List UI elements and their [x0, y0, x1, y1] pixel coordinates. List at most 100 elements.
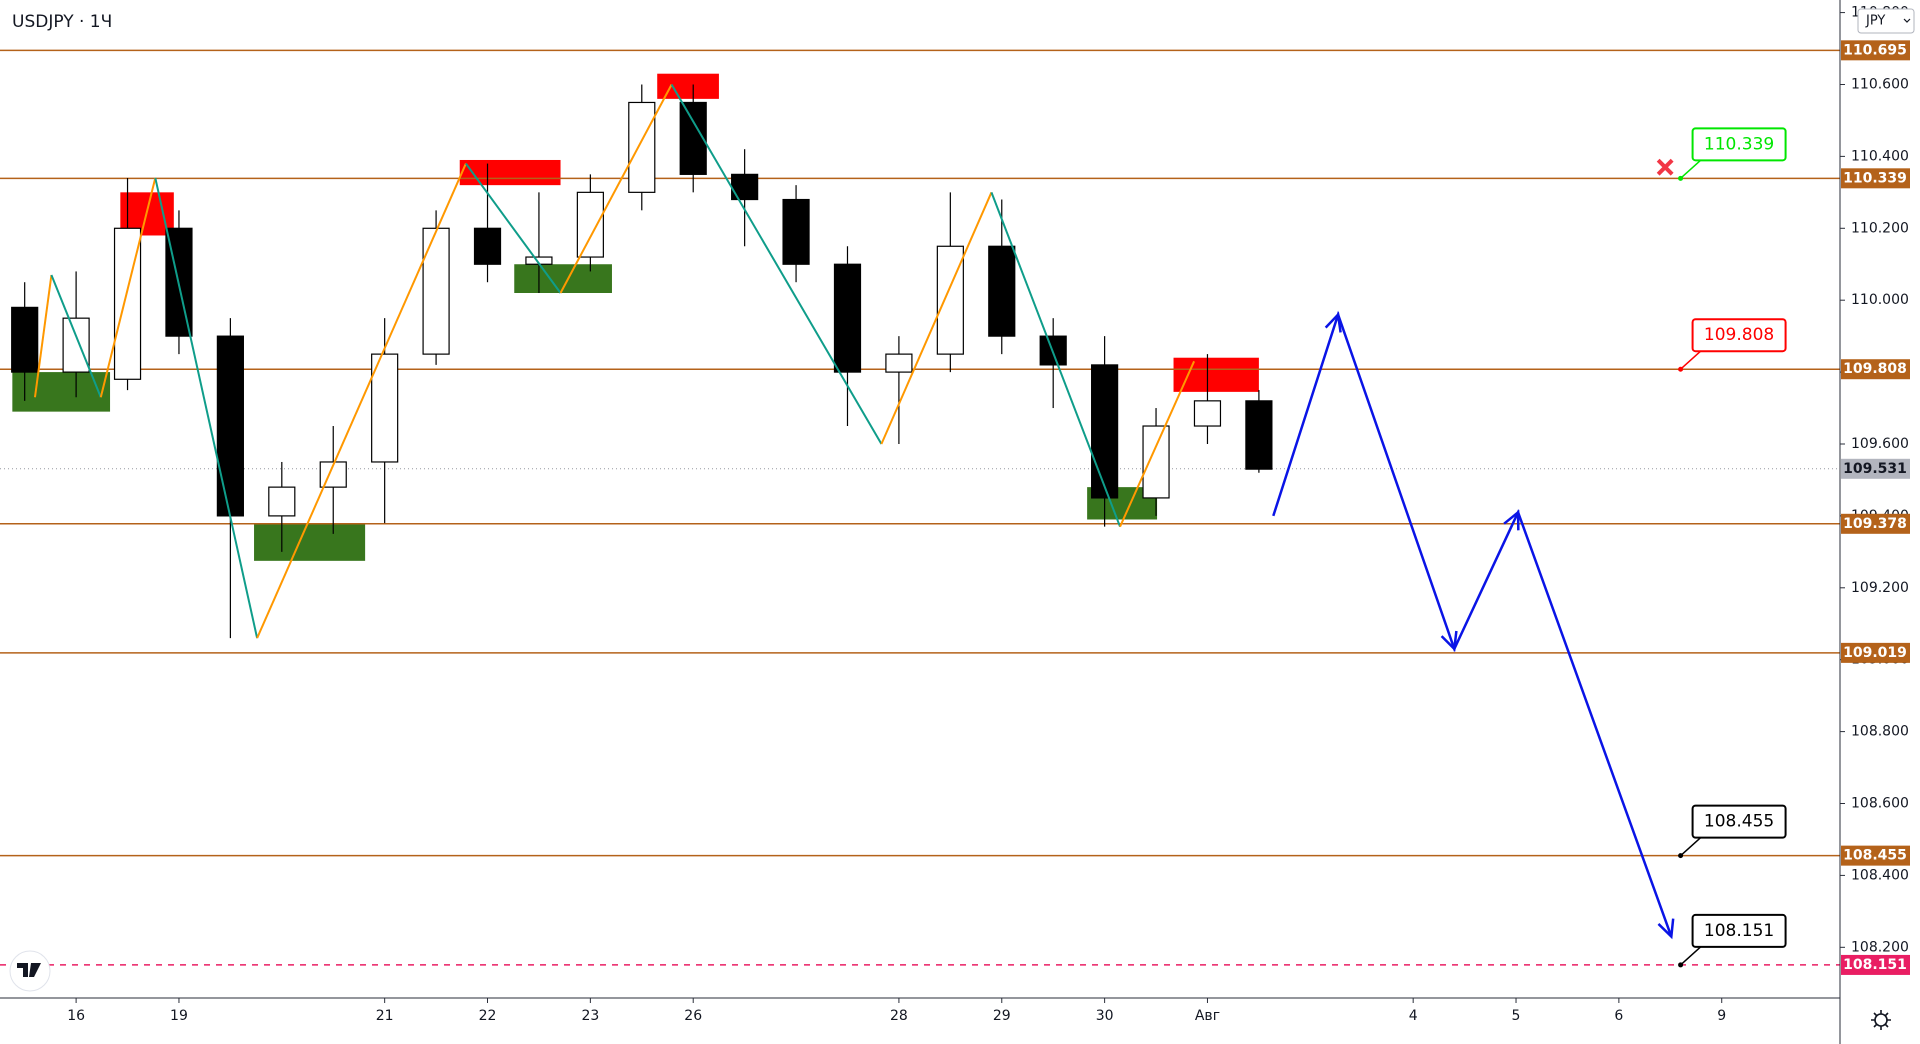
candle-body [1142, 425, 1170, 499]
y-tick-label: 108.600 [1851, 796, 1909, 812]
zigzag-segment [880, 191, 993, 445]
callout-label: 110.339 [1704, 134, 1774, 154]
callout-box [1691, 318, 1787, 353]
zigzag-segment [1119, 360, 1196, 528]
candle-body [473, 227, 502, 265]
chart-title: USDJPY · 1Ч [12, 12, 112, 32]
x-tick-label: 21 [376, 1008, 394, 1024]
tradingview-logo[interactable] [9, 950, 51, 992]
y-tick-label: 108.400 [1851, 867, 1909, 883]
zigzag-segment [154, 177, 259, 639]
zone [1173, 357, 1259, 392]
x-tick-label: 29 [993, 1008, 1011, 1024]
candle-body [628, 101, 656, 193]
currency-button[interactable] [1857, 8, 1915, 34]
x-tick-label: 26 [684, 1008, 702, 1024]
zone [459, 159, 561, 186]
level-label: 108.455 [1843, 848, 1907, 864]
candle-body [216, 335, 244, 517]
candle-body [936, 245, 964, 355]
level-label: 110.695 [1843, 42, 1907, 58]
projection-arrowhead [1657, 918, 1675, 940]
y-tick-label: 110.000 [1851, 292, 1909, 308]
x-tick-label: 19 [170, 1008, 188, 1024]
x-tick-label: 5 [1512, 1008, 1521, 1024]
candle-body [371, 353, 399, 463]
level-label-box [1841, 40, 1910, 61]
candle-body [988, 245, 1016, 337]
level-label: 110.339 [1843, 170, 1907, 186]
callout-pointer [1680, 837, 1702, 857]
zone [254, 523, 366, 561]
level-label-box [1841, 513, 1910, 534]
projection-arrowhead [1324, 311, 1342, 333]
x-tick-label: 9 [1717, 1008, 1726, 1024]
callout-point [1678, 853, 1684, 859]
projection-arrowhead [1503, 509, 1520, 531]
callout-pointer [1680, 159, 1702, 179]
level-label-box [1841, 954, 1910, 975]
candle-body [11, 306, 39, 373]
candle-body [1091, 364, 1119, 499]
callout-label: 108.455 [1704, 812, 1774, 832]
zone [657, 73, 719, 99]
y-tick-label: 110.200 [1851, 220, 1909, 236]
y-tick-label: 110.400 [1851, 148, 1909, 164]
x-tick-label: 22 [479, 1008, 497, 1024]
level-label-box [1841, 359, 1910, 380]
callout-box [1691, 127, 1787, 162]
y-tick-label: 108.200 [1851, 939, 1909, 955]
candle-body [268, 486, 296, 517]
zigzag-segment [99, 177, 157, 398]
candle-body [422, 227, 450, 355]
zigzag-segment [50, 274, 102, 398]
candle-body [885, 353, 913, 373]
callout-label: 108.151 [1704, 921, 1774, 941]
callout-point [1678, 175, 1684, 181]
x-tick-label: 30 [1096, 1008, 1114, 1024]
candle-body [62, 317, 90, 373]
x-tick-label: 6 [1614, 1008, 1623, 1024]
time-axis [0, 998, 1840, 1044]
level-label: 109.378 [1843, 516, 1907, 532]
currency-caret[interactable] [1903, 18, 1911, 23]
callout-label: 109.808 [1704, 325, 1774, 345]
projection-arrowhead [1440, 630, 1458, 652]
callout-pointer [1680, 350, 1702, 370]
y-tick-label: 109.600 [1851, 436, 1909, 452]
candle-body [576, 191, 604, 258]
candle-body [833, 263, 862, 373]
zigzag-segment [465, 162, 562, 294]
candle-body [782, 198, 810, 265]
x-tick-label: 28 [890, 1008, 908, 1024]
callout-box [1691, 913, 1787, 948]
x-tick-label: 16 [67, 1008, 85, 1024]
zigzag-segment [256, 163, 467, 639]
zigzag-segment [990, 191, 1121, 528]
zigzag-segment [670, 83, 883, 445]
zigzag-segment [33, 274, 53, 398]
zone [12, 372, 111, 412]
level-label: 108.151 [1843, 957, 1907, 973]
zigzag-segment [559, 84, 673, 294]
level-label-box [1841, 168, 1910, 189]
x-tick-label: 4 [1409, 1008, 1418, 1024]
y-tick-label: 109.200 [1851, 580, 1909, 596]
cross-marker [1656, 158, 1674, 176]
level-label-box [1841, 642, 1910, 663]
x-tick-label: 23 [581, 1008, 599, 1024]
current-price-label: 109.531 [1843, 461, 1907, 477]
y-tick-label: 110.600 [1851, 76, 1909, 92]
level-label: 109.019 [1843, 645, 1907, 661]
currency-label[interactable]: JPY [1865, 14, 1885, 29]
level-label: 109.808 [1843, 361, 1907, 377]
x-tick-label: Авг [1195, 1008, 1220, 1024]
candle-body [1245, 400, 1273, 470]
settings-icon[interactable] [1871, 1010, 1891, 1030]
candle-body [679, 101, 707, 175]
callout-pointer [1680, 946, 1702, 966]
candle-body [1193, 400, 1222, 427]
plot-area: 110.339 109.808 108.455 108.151 [0, 49, 1840, 968]
